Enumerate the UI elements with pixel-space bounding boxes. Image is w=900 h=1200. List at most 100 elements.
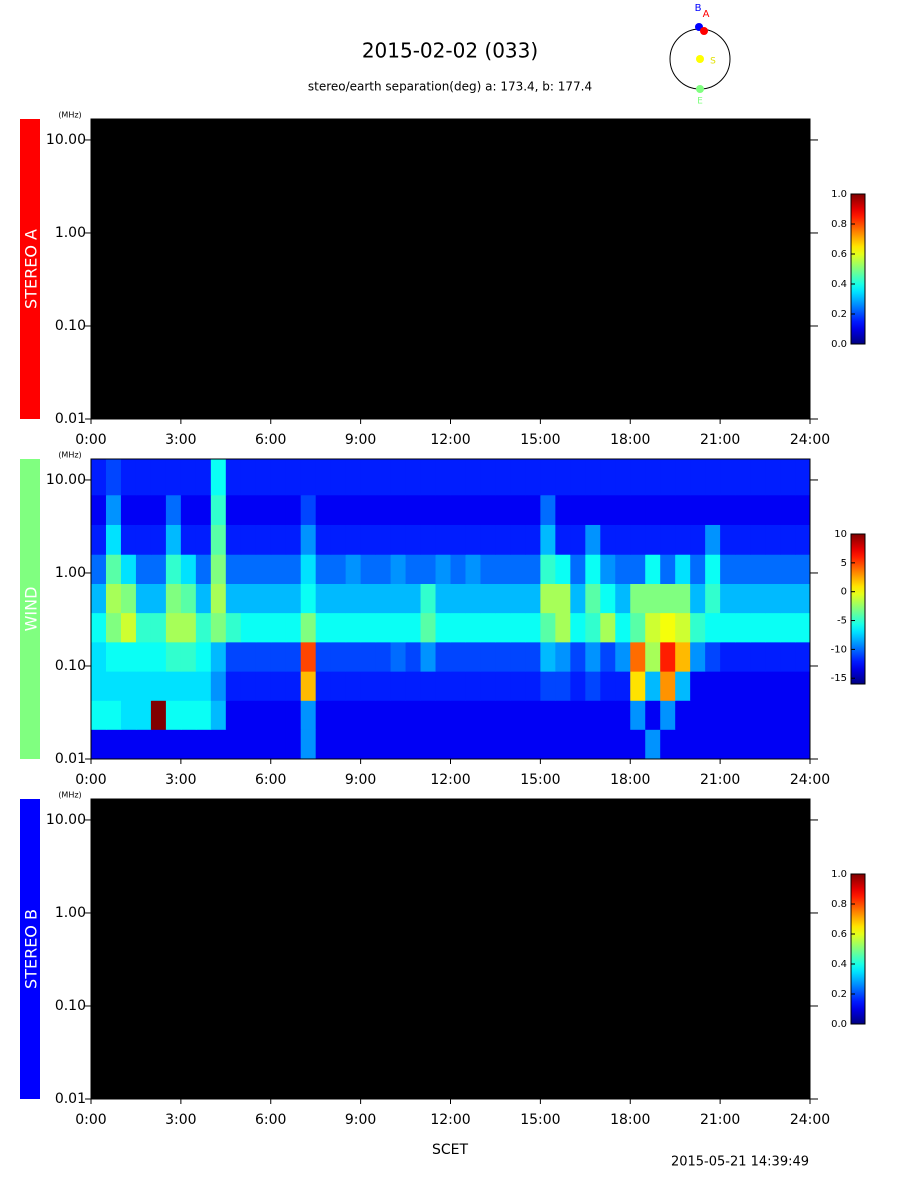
cell [735,524,751,555]
cell [660,671,676,701]
cell [255,671,272,701]
cell [690,554,706,584]
cell [210,459,227,496]
cell [540,641,556,672]
cell [195,671,212,701]
cell [345,583,362,614]
cell [690,700,706,730]
cell [240,641,257,672]
cell [120,494,137,525]
subtitle: stereo/earth separation(deg) a: 173.4, b… [308,80,592,94]
cell [390,459,407,496]
cell [720,494,736,525]
cell [420,459,437,496]
cell [570,700,586,730]
cell [210,612,227,643]
cell [150,524,167,555]
y-unit: (MHz) [58,111,81,120]
cell [480,583,496,614]
cell [495,612,511,643]
cell [675,641,691,672]
cell [735,671,751,701]
cell [675,459,691,496]
y-unit: (MHz) [58,791,81,800]
cell [510,524,526,555]
cell [420,641,437,672]
cell [240,612,257,643]
cell [91,641,107,672]
cell [600,554,616,584]
cell [495,583,511,614]
cell [195,524,212,555]
cell [285,729,302,760]
cell [360,612,377,643]
cell [285,700,302,730]
colorbar-tick-label: 1.0 [831,869,847,880]
cell [780,729,796,760]
cell [270,612,287,643]
cell [225,700,242,730]
cell [585,554,601,584]
cell [630,524,646,555]
cell [210,583,227,614]
cell [360,729,377,760]
cell [795,641,811,672]
cell [345,671,362,701]
cell [570,729,586,760]
cell [270,671,287,701]
cell [690,671,706,701]
cell [540,524,556,555]
cell [285,641,302,672]
cell [285,671,302,701]
x-tick-label: 9:00 [345,432,376,448]
cell [525,524,541,555]
cell [555,612,571,643]
cell [150,583,167,614]
cell [780,671,796,701]
cell [405,524,422,555]
cell [135,459,152,496]
cell [375,583,392,614]
cell [675,700,691,730]
cell [405,554,422,584]
cell [255,612,272,643]
cell [91,729,107,760]
cell [405,641,422,672]
cell [570,524,586,555]
cell [705,700,721,730]
cell [420,700,437,730]
cell [765,524,781,555]
cell [300,524,317,555]
cell [135,554,152,584]
x-tick-label: 6:00 [255,432,286,448]
cell [450,459,466,496]
cell [780,554,796,584]
cell [645,494,661,525]
stereo-a-label: A [703,9,710,20]
cell [420,554,437,584]
cell [450,671,466,701]
y-tick-label: 1.00 [55,905,86,921]
cell [540,494,556,525]
cell [795,671,811,701]
x-tick-label: 12:00 [430,432,470,448]
cell [675,524,691,555]
cell [225,524,242,555]
x-tick-label: 9:00 [345,1112,376,1128]
cell [345,459,362,496]
cell [135,524,152,555]
cell [765,583,781,614]
cell [675,554,691,584]
cell [540,729,556,760]
cell [615,459,631,496]
cell [315,700,332,730]
y-tick-label: 0.01 [55,411,86,427]
cell [210,671,227,701]
cell [300,700,317,730]
cell [360,671,377,701]
x-tick-label: 21:00 [700,432,740,448]
cell [91,554,107,584]
cell [540,583,556,614]
cell [525,671,541,701]
cell [375,641,392,672]
